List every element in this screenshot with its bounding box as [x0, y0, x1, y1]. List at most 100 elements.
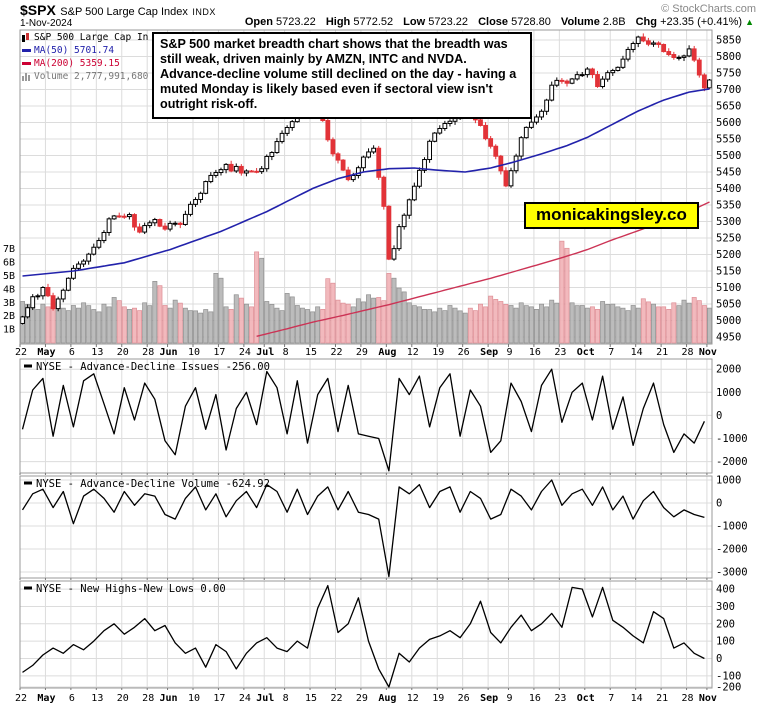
legend-price-row: S&P 500 Large Cap In — [22, 31, 148, 44]
volume-bars — [20, 240, 712, 344]
svg-text:24: 24 — [239, 347, 251, 358]
svg-text:NYSE - Advance-Decline Issues: NYSE - Advance-Decline Issues -256.00 — [36, 361, 270, 373]
svg-text:-1000: -1000 — [716, 433, 748, 445]
svg-text:5350: 5350 — [716, 200, 741, 212]
svg-text:1000: 1000 — [716, 475, 741, 487]
svg-text:Aug: Aug — [378, 347, 396, 358]
svg-text:400: 400 — [716, 584, 735, 596]
svg-text:24: 24 — [239, 693, 251, 704]
svg-text:200: 200 — [716, 618, 735, 630]
svg-text:5600: 5600 — [716, 117, 741, 129]
legend-ma200-label: MA(200) 5359.15 — [34, 58, 120, 69]
svg-text:100: 100 — [716, 636, 735, 648]
candlestick-icon — [22, 33, 31, 42]
panel-2-series — [21, 479, 705, 578]
svg-text:5650: 5650 — [716, 101, 741, 113]
volume-bars-icon — [22, 72, 31, 81]
chart-header: $SPX S&P 500 Large Cap Index INDX — [20, 2, 216, 18]
annotation-box: S&P 500 market breadth chart shows that … — [152, 32, 532, 119]
svg-text:Aug: Aug — [378, 693, 396, 704]
index-name: S&P 500 Large Cap Index — [60, 6, 188, 18]
svg-text:28: 28 — [142, 347, 154, 358]
exchange-label: INDX — [192, 7, 216, 17]
high-value: 5772.52 — [353, 16, 394, 28]
svg-text:-1000: -1000 — [716, 521, 748, 533]
svg-text:5250: 5250 — [716, 233, 741, 245]
svg-text:-200: -200 — [716, 682, 741, 694]
ma50-line — [22, 88, 710, 277]
svg-text:Nov: Nov — [699, 347, 717, 358]
svg-text:8: 8 — [283, 347, 289, 358]
panel-3-series — [22, 584, 705, 688]
chg-value: +23.35 (+0.41%) — [660, 16, 743, 28]
low-value: 5723.22 — [428, 16, 468, 28]
svg-text:Oct: Oct — [577, 347, 595, 358]
svg-text:26: 26 — [458, 693, 470, 704]
svg-text:4B: 4B — [3, 284, 15, 295]
legend-ma50-row: MA(50) 5701.74 — [22, 44, 148, 57]
svg-text:5400: 5400 — [716, 183, 741, 195]
svg-text:-100: -100 — [716, 670, 741, 682]
panel-1-series — [21, 368, 705, 472]
svg-text:16: 16 — [529, 347, 541, 358]
svg-text:22: 22 — [15, 347, 27, 358]
chart-legend: S&P 500 Large Cap In MA(50) 5701.74 MA(2… — [22, 31, 148, 83]
svg-text:Nov: Nov — [699, 693, 717, 704]
svg-text:19: 19 — [432, 693, 444, 704]
up-arrow-icon: ▲ — [745, 17, 754, 27]
svg-text:17: 17 — [213, 347, 225, 358]
svg-text:May: May — [37, 693, 55, 704]
svg-text:28: 28 — [142, 693, 154, 704]
svg-text:12: 12 — [407, 693, 419, 704]
indicator-panel-2: 1000 0 -1000 -2000 -3000 NYSE - Advance-Decli… — [19, 475, 748, 580]
svg-text:5300: 5300 — [716, 216, 741, 228]
svg-text:12: 12 — [407, 347, 419, 358]
svg-text:21: 21 — [656, 347, 668, 358]
svg-text:5800: 5800 — [716, 51, 741, 63]
svg-text:NYSE - Advance-Decline Volume: NYSE - Advance-Decline Volume -624.92 — [36, 478, 270, 490]
svg-text:6: 6 — [69, 693, 75, 704]
svg-text:28: 28 — [682, 693, 694, 704]
svg-text:5450: 5450 — [716, 167, 741, 179]
svg-text:0: 0 — [716, 498, 722, 510]
svg-text:22: 22 — [330, 347, 342, 358]
svg-text:6: 6 — [69, 347, 75, 358]
svg-text:20: 20 — [117, 347, 129, 358]
svg-text:22: 22 — [330, 693, 342, 704]
svg-text:15: 15 — [305, 347, 317, 358]
svg-text:29: 29 — [356, 693, 368, 704]
svg-text:15: 15 — [305, 693, 317, 704]
svg-text:NYSE - New Highs-New Lows 0.00: NYSE - New Highs-New Lows 0.00 — [36, 583, 226, 595]
chart-date: 1-Nov-2024 — [20, 18, 73, 29]
svg-text:5700: 5700 — [716, 84, 741, 96]
high-label: High — [325, 16, 351, 28]
svg-text:28: 28 — [682, 347, 694, 358]
svg-text:5050: 5050 — [716, 299, 741, 311]
svg-text:Oct: Oct — [577, 693, 595, 704]
ma200-line — [256, 201, 710, 337]
close-value: 5728.80 — [511, 16, 551, 28]
svg-text:19: 19 — [432, 347, 444, 358]
svg-text:5B: 5B — [3, 271, 15, 282]
svg-text:5100: 5100 — [716, 282, 741, 294]
svg-text:5150: 5150 — [716, 266, 741, 278]
svg-text:7: 7 — [608, 347, 614, 358]
x-axis-labels-bottom: 22 May 6 13 20 28 Jun 10 17 24 Jul 8 15 22 29 Aug 12 19 26… — [15, 693, 717, 704]
svg-text:13: 13 — [91, 693, 103, 704]
svg-text:2000: 2000 — [716, 364, 741, 376]
svg-text:16: 16 — [529, 693, 541, 704]
close-label: Close — [478, 16, 509, 28]
low-label: Low — [403, 16, 426, 28]
svg-text:6B: 6B — [3, 258, 15, 269]
svg-text:9: 9 — [506, 347, 512, 358]
svg-text:0: 0 — [716, 410, 722, 422]
svg-text:7: 7 — [608, 693, 614, 704]
legend-volume-label: Volume 2,777,991,680 — [34, 71, 149, 82]
svg-text:5850: 5850 — [716, 35, 741, 47]
svg-text:29: 29 — [356, 347, 368, 358]
legend-ma50-label: MA(50) 5701.74 — [34, 45, 115, 56]
svg-text:Jun: Jun — [160, 693, 178, 704]
ma200-line-icon — [22, 62, 31, 65]
indicator-panel-1: 2000 1000 0 -1000 -2000 NYSE - Advance-Declin… — [19, 358, 748, 475]
svg-text:13: 13 — [91, 347, 103, 358]
